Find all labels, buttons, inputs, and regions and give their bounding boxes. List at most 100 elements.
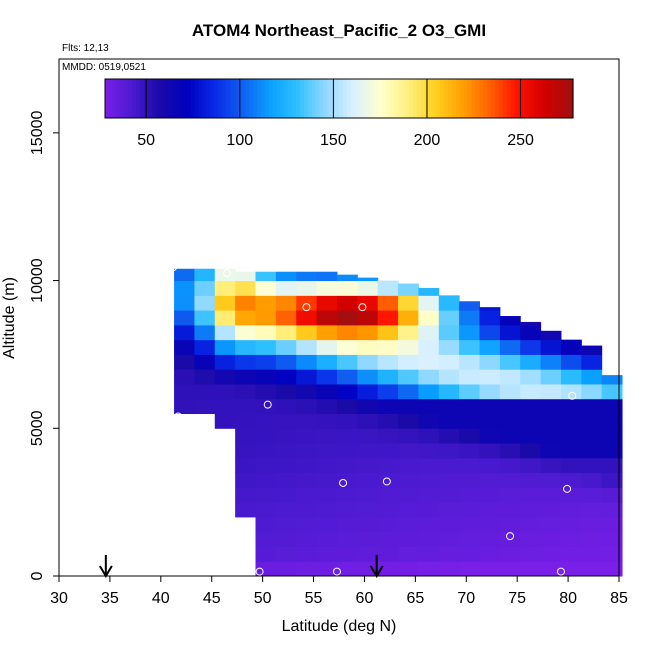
curtain-cell (560, 428, 582, 444)
colorbar-segment (510, 79, 516, 118)
colorbar-segment (561, 79, 566, 118)
colorbar-segment (456, 79, 461, 118)
curtain-cell (520, 339, 542, 355)
curtain-cell (459, 531, 481, 547)
colorbar-segment (420, 79, 426, 118)
curtain-cell (479, 428, 501, 444)
curtain-cell (459, 487, 481, 503)
curtain-cell (438, 383, 460, 400)
flights-label: Flts: 12,13 (62, 43, 109, 54)
curtain-cell (540, 369, 562, 385)
curtain-cell (235, 295, 257, 311)
curtain-cell (235, 443, 257, 459)
curtain-cell (601, 398, 623, 415)
curtain-cell (418, 383, 440, 400)
colorbar-segment (284, 79, 289, 118)
curtain-cell (560, 472, 582, 488)
curtain-cell (499, 443, 521, 459)
curtain-cell (336, 398, 358, 415)
curtain-cell (520, 457, 542, 474)
curtain-cell (459, 413, 481, 429)
sample-points (169, 254, 577, 576)
colorbar-segment (409, 79, 414, 118)
curtain-cell (316, 280, 338, 296)
curtain-cell (275, 457, 297, 474)
colorbar-segment (194, 79, 200, 118)
colorbar-segment (514, 79, 519, 118)
curtain-cell (601, 502, 623, 518)
curtain-cell (336, 295, 358, 311)
curtain-cell (377, 295, 399, 311)
curtain-cell (438, 443, 460, 459)
curtain-cell (540, 354, 562, 370)
colorbar-segment (417, 79, 422, 118)
curtain-cell (520, 324, 542, 341)
curtain-cell (418, 287, 440, 296)
colorbar-segment (198, 79, 204, 118)
curtain-cell (459, 546, 481, 562)
curtain-cell (459, 502, 481, 518)
colorbar-segment (471, 79, 477, 118)
colorbar-segment (475, 79, 480, 118)
curtain-cell (336, 324, 358, 341)
curtain-cell (499, 428, 521, 444)
curtain-cell (357, 383, 379, 400)
curtain-cell (255, 398, 277, 415)
curtain-cell (581, 398, 603, 415)
curtain-cell (499, 316, 521, 326)
curtain-cell (540, 330, 562, 341)
curtain-cell (336, 413, 358, 429)
curtain-cell (255, 383, 277, 400)
colorbar-segment (300, 79, 305, 118)
curtain-cell (235, 339, 257, 355)
curtain-cell (540, 502, 562, 518)
sample-point (339, 478, 348, 487)
curtain-cell (418, 561, 440, 577)
curtain-cell (438, 502, 460, 518)
curtain-cell (255, 472, 277, 488)
curtain-cell (499, 487, 521, 503)
curtain-cell (418, 531, 440, 547)
curtain-cell (479, 310, 501, 326)
colorbar-segment (491, 79, 496, 118)
curtain-cell (601, 375, 623, 385)
curtain-cell (499, 398, 521, 415)
curtain-cell (194, 398, 216, 415)
curtain-cell (398, 546, 419, 562)
curtain-cell (459, 310, 481, 326)
x-tick-label: 60 (356, 590, 374, 607)
colorbar-segment (327, 79, 332, 118)
sample-point (556, 567, 565, 576)
curtain-cell (316, 324, 338, 341)
mmdd-label: MMDD: 0519,0521 (62, 62, 146, 73)
colorbar-segment (432, 79, 438, 118)
colorbar-segment (303, 79, 309, 118)
curtain-cell (377, 324, 399, 341)
curtain-cell (479, 443, 501, 459)
curtain-cell (255, 280, 277, 296)
curtain-cell (296, 295, 318, 311)
colorbar-segment (374, 79, 379, 118)
curtain-cell (560, 457, 582, 474)
curtain-cell (499, 561, 521, 577)
curtain-cell (275, 516, 297, 533)
curtain-cell (316, 487, 338, 503)
colorbar-segment (385, 79, 391, 118)
colorbar-segment (292, 79, 297, 118)
curtain-cell (357, 339, 379, 355)
curtain-cell (275, 472, 297, 488)
curtain-cell (275, 383, 297, 400)
curtain-cell (235, 280, 257, 296)
colorbar-segment (268, 79, 274, 118)
curtain-cell (581, 561, 603, 577)
curtain-cell (581, 369, 603, 385)
colorbar-segment (436, 79, 441, 118)
curtain-cell (601, 546, 623, 562)
sample-point (189, 567, 198, 576)
curtain-cell (540, 561, 562, 577)
colorbar-segment (222, 79, 227, 118)
curtain-cell (316, 531, 338, 547)
curtain-cell (459, 369, 481, 385)
curtain-cell (316, 457, 338, 474)
colorbar-segment (557, 79, 562, 118)
